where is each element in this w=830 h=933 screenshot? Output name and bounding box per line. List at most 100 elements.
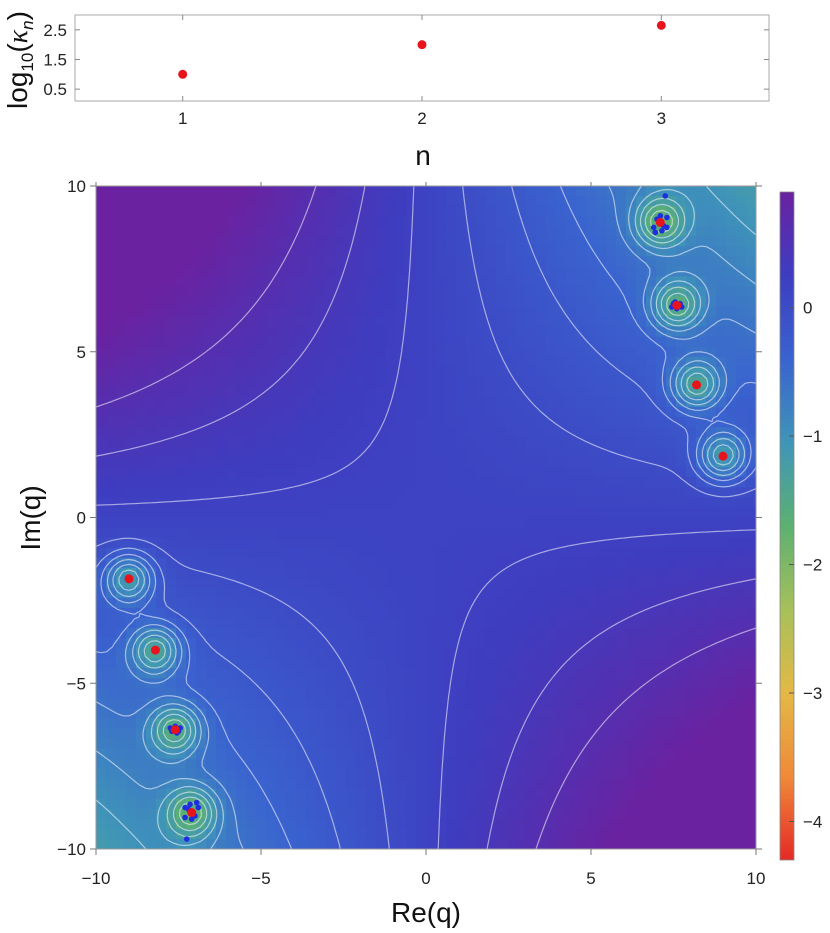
heatmap-cell bbox=[706, 417, 717, 428]
heatmap-cell bbox=[486, 186, 497, 197]
heatmap-cell bbox=[736, 527, 747, 539]
heatmap-cell bbox=[206, 668, 217, 679]
heatmap-cell bbox=[626, 718, 637, 730]
heatmap-cell bbox=[346, 628, 357, 639]
heatmap-cell bbox=[656, 306, 667, 318]
heatmap-cell bbox=[396, 587, 407, 599]
heatmap-cell bbox=[446, 798, 457, 810]
top-ticks: 1 2 30.51.52.5 bbox=[43, 15, 769, 128]
heatmap-cell bbox=[176, 768, 187, 780]
heatmap-cell bbox=[396, 407, 407, 418]
heatmap-cell bbox=[296, 798, 307, 810]
heatmap-cell bbox=[556, 607, 567, 619]
heatmap-cell bbox=[746, 256, 756, 267]
heatmap-cell bbox=[96, 788, 107, 800]
heatmap-cell bbox=[96, 356, 107, 368]
heatmap-cell bbox=[746, 828, 756, 840]
heatmap-cell bbox=[296, 477, 307, 488]
heatmap-cell bbox=[556, 517, 567, 529]
heatmap-cell bbox=[506, 597, 517, 609]
heatmap-cell bbox=[396, 186, 407, 197]
heatmap-cell bbox=[426, 206, 437, 217]
heatmap-cell bbox=[606, 216, 617, 227]
heatmap-cell bbox=[266, 557, 277, 569]
heatmap-cell bbox=[416, 437, 427, 448]
heatmap-cell bbox=[716, 216, 727, 227]
heatmap-cell bbox=[206, 437, 217, 448]
heatmap-cell bbox=[276, 226, 287, 237]
heatmap-cell bbox=[256, 698, 267, 709]
heatmap-cell bbox=[236, 648, 247, 659]
heatmap-cell bbox=[126, 346, 137, 358]
heatmap-cell bbox=[466, 346, 477, 358]
heatmap-cell bbox=[456, 537, 467, 549]
heatmap-cell bbox=[456, 386, 467, 398]
heatmap-cell bbox=[706, 527, 717, 539]
heatmap-cell bbox=[726, 798, 737, 810]
heatmap-cell bbox=[696, 748, 707, 760]
heatmap-cell bbox=[96, 537, 107, 549]
heatmap-cell bbox=[106, 668, 117, 679]
heatmap-cell bbox=[406, 386, 417, 398]
heatmap-cell bbox=[276, 808, 287, 820]
heatmap-cell bbox=[246, 768, 257, 780]
heatmap-cell bbox=[196, 818, 207, 830]
heatmap-cell bbox=[106, 527, 117, 539]
heatmap-cell bbox=[216, 306, 227, 318]
heatmap-cell bbox=[276, 638, 287, 649]
heatmap-cell bbox=[356, 557, 367, 569]
heatmap-cell bbox=[656, 507, 667, 519]
heatmap-cell bbox=[216, 778, 227, 790]
heatmap-cell bbox=[496, 497, 507, 509]
heatmap-cell bbox=[466, 658, 477, 669]
heatmap-cell bbox=[306, 567, 317, 579]
heatmap-cell bbox=[226, 838, 237, 849]
heatmap-cell bbox=[396, 507, 407, 519]
heatmap-cell bbox=[536, 758, 547, 770]
heatmap-cell bbox=[156, 236, 167, 247]
heatmap-cell bbox=[366, 557, 377, 569]
heatmap-cell bbox=[476, 718, 487, 730]
heatmap-cell bbox=[646, 477, 657, 488]
heatmap-cell bbox=[276, 497, 287, 509]
heatmap-cell bbox=[576, 527, 587, 539]
heatmap-cell bbox=[506, 206, 517, 217]
heatmap-cell bbox=[746, 808, 756, 820]
heatmap-cell bbox=[176, 266, 187, 278]
heatmap-cell bbox=[266, 437, 277, 448]
heatmap-cell bbox=[566, 537, 577, 549]
heatmap-cell bbox=[506, 718, 517, 730]
heatmap-cell bbox=[376, 326, 387, 338]
heatmap-cell bbox=[516, 628, 527, 639]
heatmap-cell bbox=[126, 537, 137, 549]
heatmap-cell bbox=[576, 708, 587, 720]
blue-point bbox=[652, 229, 659, 236]
heatmap-cell bbox=[616, 457, 627, 468]
heatmap-cell bbox=[656, 286, 667, 298]
heatmap-cell bbox=[206, 306, 217, 318]
heatmap-cell bbox=[646, 628, 657, 639]
heatmap-cell bbox=[516, 567, 527, 579]
heatmap-cell bbox=[376, 246, 387, 257]
heatmap-cell bbox=[466, 668, 477, 679]
heatmap-cell bbox=[306, 256, 317, 267]
heatmap-cell bbox=[336, 828, 347, 840]
heatmap-cell bbox=[166, 487, 177, 499]
heatmap-cell bbox=[376, 497, 387, 509]
heatmap-cell bbox=[336, 738, 347, 750]
heatmap-cell bbox=[476, 537, 487, 549]
heatmap-cell bbox=[606, 296, 617, 308]
heatmap-cell bbox=[526, 758, 537, 770]
heatmap-cell bbox=[126, 708, 137, 720]
heatmap-cell bbox=[476, 547, 487, 559]
heatmap-cell bbox=[566, 467, 577, 478]
heatmap-cell bbox=[286, 678, 297, 689]
heatmap-cell bbox=[166, 366, 177, 378]
heatmap-cell bbox=[696, 607, 707, 619]
heatmap-cell bbox=[666, 497, 677, 509]
heatmap-cell bbox=[616, 597, 627, 609]
heatmap-cell bbox=[516, 226, 527, 237]
heatmap-cell bbox=[206, 507, 217, 519]
heatmap-cell bbox=[726, 617, 737, 629]
heatmap-cell bbox=[416, 386, 427, 398]
